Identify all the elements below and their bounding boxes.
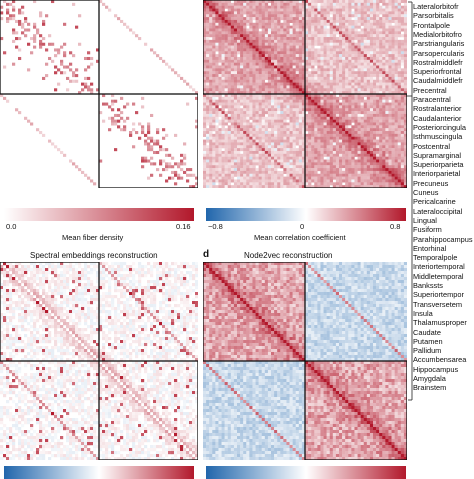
hemisphere-bracket bbox=[406, 1, 413, 401]
region-label: Precuneus bbox=[413, 178, 449, 188]
colorbar-axis-label: Mean correlation coefficient bbox=[254, 233, 346, 242]
region-label: Paracentral bbox=[413, 95, 451, 104]
fiber-density-colorbar bbox=[4, 208, 194, 221]
colorbar-mid-label: 0 bbox=[300, 222, 305, 231]
colorbar-axis-label: Mean fiber density bbox=[62, 233, 124, 242]
region-label: Superiorparieta bbox=[413, 160, 464, 170]
region-label: Interiortemporal bbox=[413, 262, 465, 272]
region-label: Supramarginal bbox=[413, 150, 462, 160]
spectral-colorbar bbox=[4, 466, 194, 479]
region-label: Hippocampus bbox=[413, 364, 459, 374]
region-label: Superiorfrontal bbox=[413, 67, 462, 77]
region-label: Postcentral bbox=[413, 141, 450, 151]
panel-title: Node2vec reconstruction bbox=[244, 251, 333, 260]
panel-letter: d bbox=[203, 249, 210, 260]
region-label: Putamen bbox=[413, 336, 443, 346]
region-label: Rostralanterior bbox=[413, 104, 462, 114]
fiber-density-matrix bbox=[0, 0, 198, 188]
region-label: Rostralmiddlefr bbox=[413, 57, 463, 67]
region-label: Precentral bbox=[413, 85, 447, 95]
region-label: Interiorparietal bbox=[413, 169, 461, 179]
region-label: Parsorbitalis bbox=[413, 11, 454, 21]
region-label: Brainstem bbox=[413, 383, 447, 393]
region-label: Temporalpole bbox=[413, 253, 458, 263]
region-label: Parahippocampus bbox=[413, 234, 473, 244]
region-label: Pallidum bbox=[413, 346, 442, 356]
region-label: Bankssts bbox=[413, 281, 443, 290]
region-label: Superiortempor bbox=[413, 290, 464, 300]
region-label: Lingual bbox=[413, 215, 437, 225]
region-label: Amygdala bbox=[413, 374, 446, 383]
colorbar-max-label: 0.8 bbox=[390, 222, 401, 231]
region-label: Caudalanterior bbox=[413, 113, 462, 123]
region-label: Transversetem bbox=[413, 299, 463, 309]
region-label: Caudate bbox=[413, 327, 441, 337]
region-label: Insula bbox=[413, 308, 433, 318]
region-label: Isthmuscingula bbox=[413, 132, 463, 142]
region-label: Fusiform bbox=[413, 225, 442, 235]
colorbar-min-label: −0.8 bbox=[208, 222, 223, 231]
region-label: Entorhinal bbox=[413, 243, 447, 253]
spectral-reconstruction-matrix bbox=[0, 262, 198, 460]
node2vec-reconstruction-matrix bbox=[203, 262, 407, 460]
node2vec-colorbar bbox=[206, 466, 406, 479]
region-label: Parsopercularis bbox=[413, 48, 465, 58]
colorbar-min-label: 0.0 bbox=[6, 222, 17, 231]
colorbar-max-label: 0.16 bbox=[176, 222, 191, 231]
panel-title: Spectral embeddings reconstruction bbox=[30, 251, 158, 260]
region-label: Caudalmiddlefr bbox=[413, 76, 463, 86]
region-label: Thalamusproper bbox=[413, 318, 467, 328]
correlation-matrix bbox=[203, 0, 407, 188]
region-label: Frontalpole bbox=[413, 20, 450, 30]
region-label: Cuneus bbox=[413, 188, 439, 197]
region-label: Pericalcarine bbox=[413, 197, 456, 207]
region-label: Posteriorcingula bbox=[413, 122, 466, 132]
region-label: Lateraloccipital bbox=[413, 206, 463, 216]
region-label: Accumbensarea bbox=[413, 355, 467, 365]
region-label: Medialorbitofro bbox=[413, 29, 462, 39]
region-label: Middletemporal bbox=[413, 271, 464, 281]
correlation-colorbar bbox=[206, 208, 406, 221]
region-label: Lateralorbitofr bbox=[413, 2, 459, 11]
region-label: Parstriangularis bbox=[413, 39, 465, 49]
